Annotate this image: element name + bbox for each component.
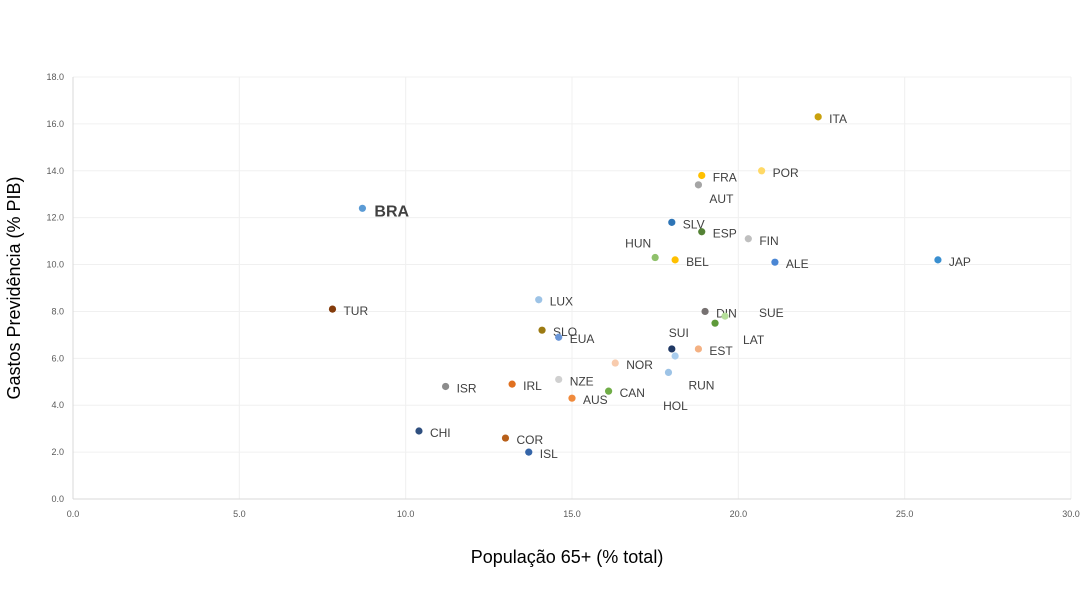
y-tick-label: 16.0	[46, 119, 64, 129]
y-axis-title: Gastos Previdência (% PIB)	[4, 176, 24, 399]
data-label-isr: ISR	[457, 381, 477, 395]
data-label-eua: EUA	[570, 332, 595, 346]
data-label-esp: ESP	[713, 227, 737, 241]
data-label-aut: AUT	[709, 192, 734, 206]
data-point-ale	[771, 258, 779, 266]
data-point-aut	[694, 181, 703, 189]
data-point-can	[604, 387, 613, 395]
data-point-sue	[721, 312, 729, 320]
data-point-hun	[651, 253, 659, 262]
data-label-tur: TUR	[343, 304, 368, 318]
x-axis-title: População 65+ (% total)	[471, 547, 664, 567]
data-label-bra: BRA	[374, 203, 409, 220]
data-point-run	[664, 368, 673, 376]
data-point-slo	[538, 326, 546, 334]
data-label-slv: SLV	[683, 217, 705, 231]
y-tick-label: 10.0	[46, 260, 64, 270]
data-point-isl	[525, 448, 533, 456]
data-point-aus	[568, 394, 576, 402]
data-point-por	[758, 167, 766, 175]
data-label-sui: SUI	[669, 326, 689, 340]
data-point-fin	[744, 235, 752, 243]
y-tick-label: 2.0	[51, 447, 64, 457]
data-point-ita	[814, 113, 822, 121]
data-label-nor: NOR	[626, 358, 653, 372]
data-point-bra	[358, 204, 367, 212]
data-point-lux	[535, 296, 543, 304]
data-point-fra	[698, 171, 706, 180]
data-point-bel	[671, 256, 679, 264]
data-point-esp	[698, 228, 706, 236]
data-point-isr	[441, 382, 450, 391]
data-point-din	[701, 307, 709, 316]
data-point-chi	[415, 427, 423, 435]
data-point-lat	[711, 319, 719, 327]
data-label-sue: SUE	[759, 306, 784, 320]
data-label-aus: AUS	[583, 393, 608, 407]
data-label-ita: ITA	[829, 112, 847, 126]
data-label-est: EST	[709, 344, 733, 358]
data-point-est	[694, 345, 703, 353]
data-label-can: CAN	[620, 386, 645, 400]
y-tick-label: 12.0	[46, 213, 64, 223]
x-tick-label: 15.0	[563, 509, 581, 519]
data-label-ale: ALE	[786, 257, 809, 271]
data-point-nze	[555, 375, 563, 384]
data-label-lux: LUX	[550, 295, 573, 309]
y-tick-label: 18.0	[46, 72, 64, 82]
x-tick-label: 10.0	[397, 509, 415, 519]
data-label-fra: FRA	[713, 170, 737, 184]
data-label-jap: JAP	[949, 255, 971, 269]
x-tick-label: 5.0	[233, 509, 246, 519]
data-label-cor: COR	[516, 433, 543, 447]
data-point-tur	[328, 305, 337, 313]
data-label-fin: FIN	[759, 234, 778, 248]
data-label-chi: CHI	[430, 426, 451, 440]
data-label-run: RUN	[688, 378, 714, 392]
data-point-hol	[671, 352, 679, 360]
x-tick-label: 30.0	[1062, 509, 1080, 519]
data-point-cor	[501, 434, 510, 442]
data-label-bel: BEL	[686, 255, 709, 269]
y-tick-label: 6.0	[51, 353, 64, 363]
data-point-irl	[508, 380, 516, 388]
data-point-nor	[611, 359, 619, 367]
data-label-nze: NZE	[570, 374, 594, 388]
x-tick-label: 0.0	[67, 509, 80, 519]
data-label-lat: LAT	[743, 333, 765, 347]
data-point-eua	[555, 333, 563, 341]
data-point-jap	[934, 256, 942, 264]
data-label-hol: HOL	[663, 399, 688, 413]
data-label-hun: HUN	[625, 237, 651, 251]
y-tick-label: 8.0	[51, 306, 64, 316]
data-label-isl: ISL	[540, 447, 558, 461]
data-point-slv	[668, 218, 676, 226]
data-label-por: POR	[773, 166, 799, 180]
data-label-irl: IRL	[523, 379, 542, 393]
x-tick-label: 25.0	[896, 509, 914, 519]
y-tick-label: 0.0	[51, 494, 64, 504]
y-tick-label: 4.0	[51, 400, 64, 410]
y-tick-label: 14.0	[46, 166, 64, 176]
data-point-sui	[668, 345, 676, 353]
x-tick-label: 20.0	[730, 509, 748, 519]
